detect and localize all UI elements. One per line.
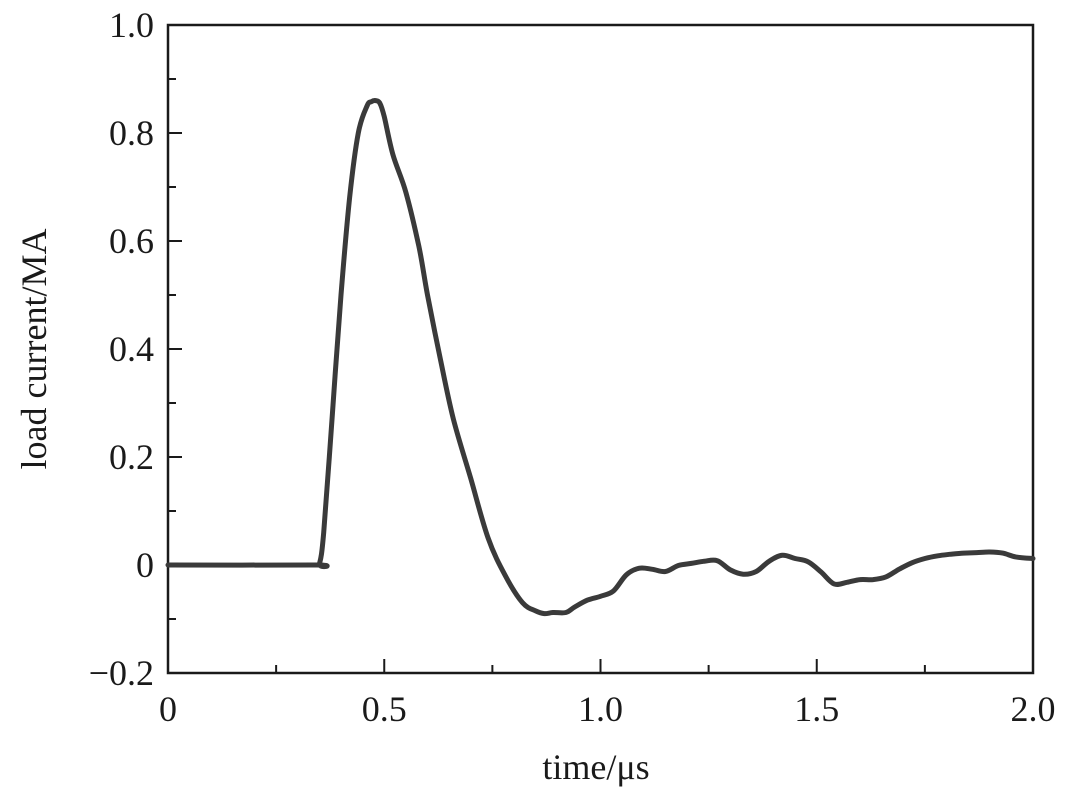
y-tick-label: 1.0 [109, 5, 154, 45]
x-axis-title: time/μs [542, 747, 649, 787]
x-tick-label: 0.5 [362, 689, 407, 729]
series-line [165, 98, 1036, 617]
plot-frame [166, 23, 1035, 675]
x-tick-label: 2.0 [1011, 689, 1056, 729]
y-tick-label: 0.4 [109, 329, 154, 369]
axis-ticks [167, 24, 1034, 674]
x-tick-label: 0 [159, 689, 177, 729]
y-tick-label: 0.2 [109, 437, 154, 477]
y-tick-label: 0.8 [109, 113, 154, 153]
tick-labels: 0 0.5 1.0 1.5 2.0−0.200.20.40.60.81.0 [89, 5, 1056, 729]
x-tick-label: 1.0 [578, 689, 623, 729]
y-tick-label: 0.6 [109, 221, 154, 261]
y-tick-label: 0 [136, 545, 154, 585]
x-tick-label: 1.5 [794, 689, 839, 729]
y-tick-label: −0.2 [89, 653, 154, 693]
y-axis-title: load current/MA [14, 229, 54, 470]
